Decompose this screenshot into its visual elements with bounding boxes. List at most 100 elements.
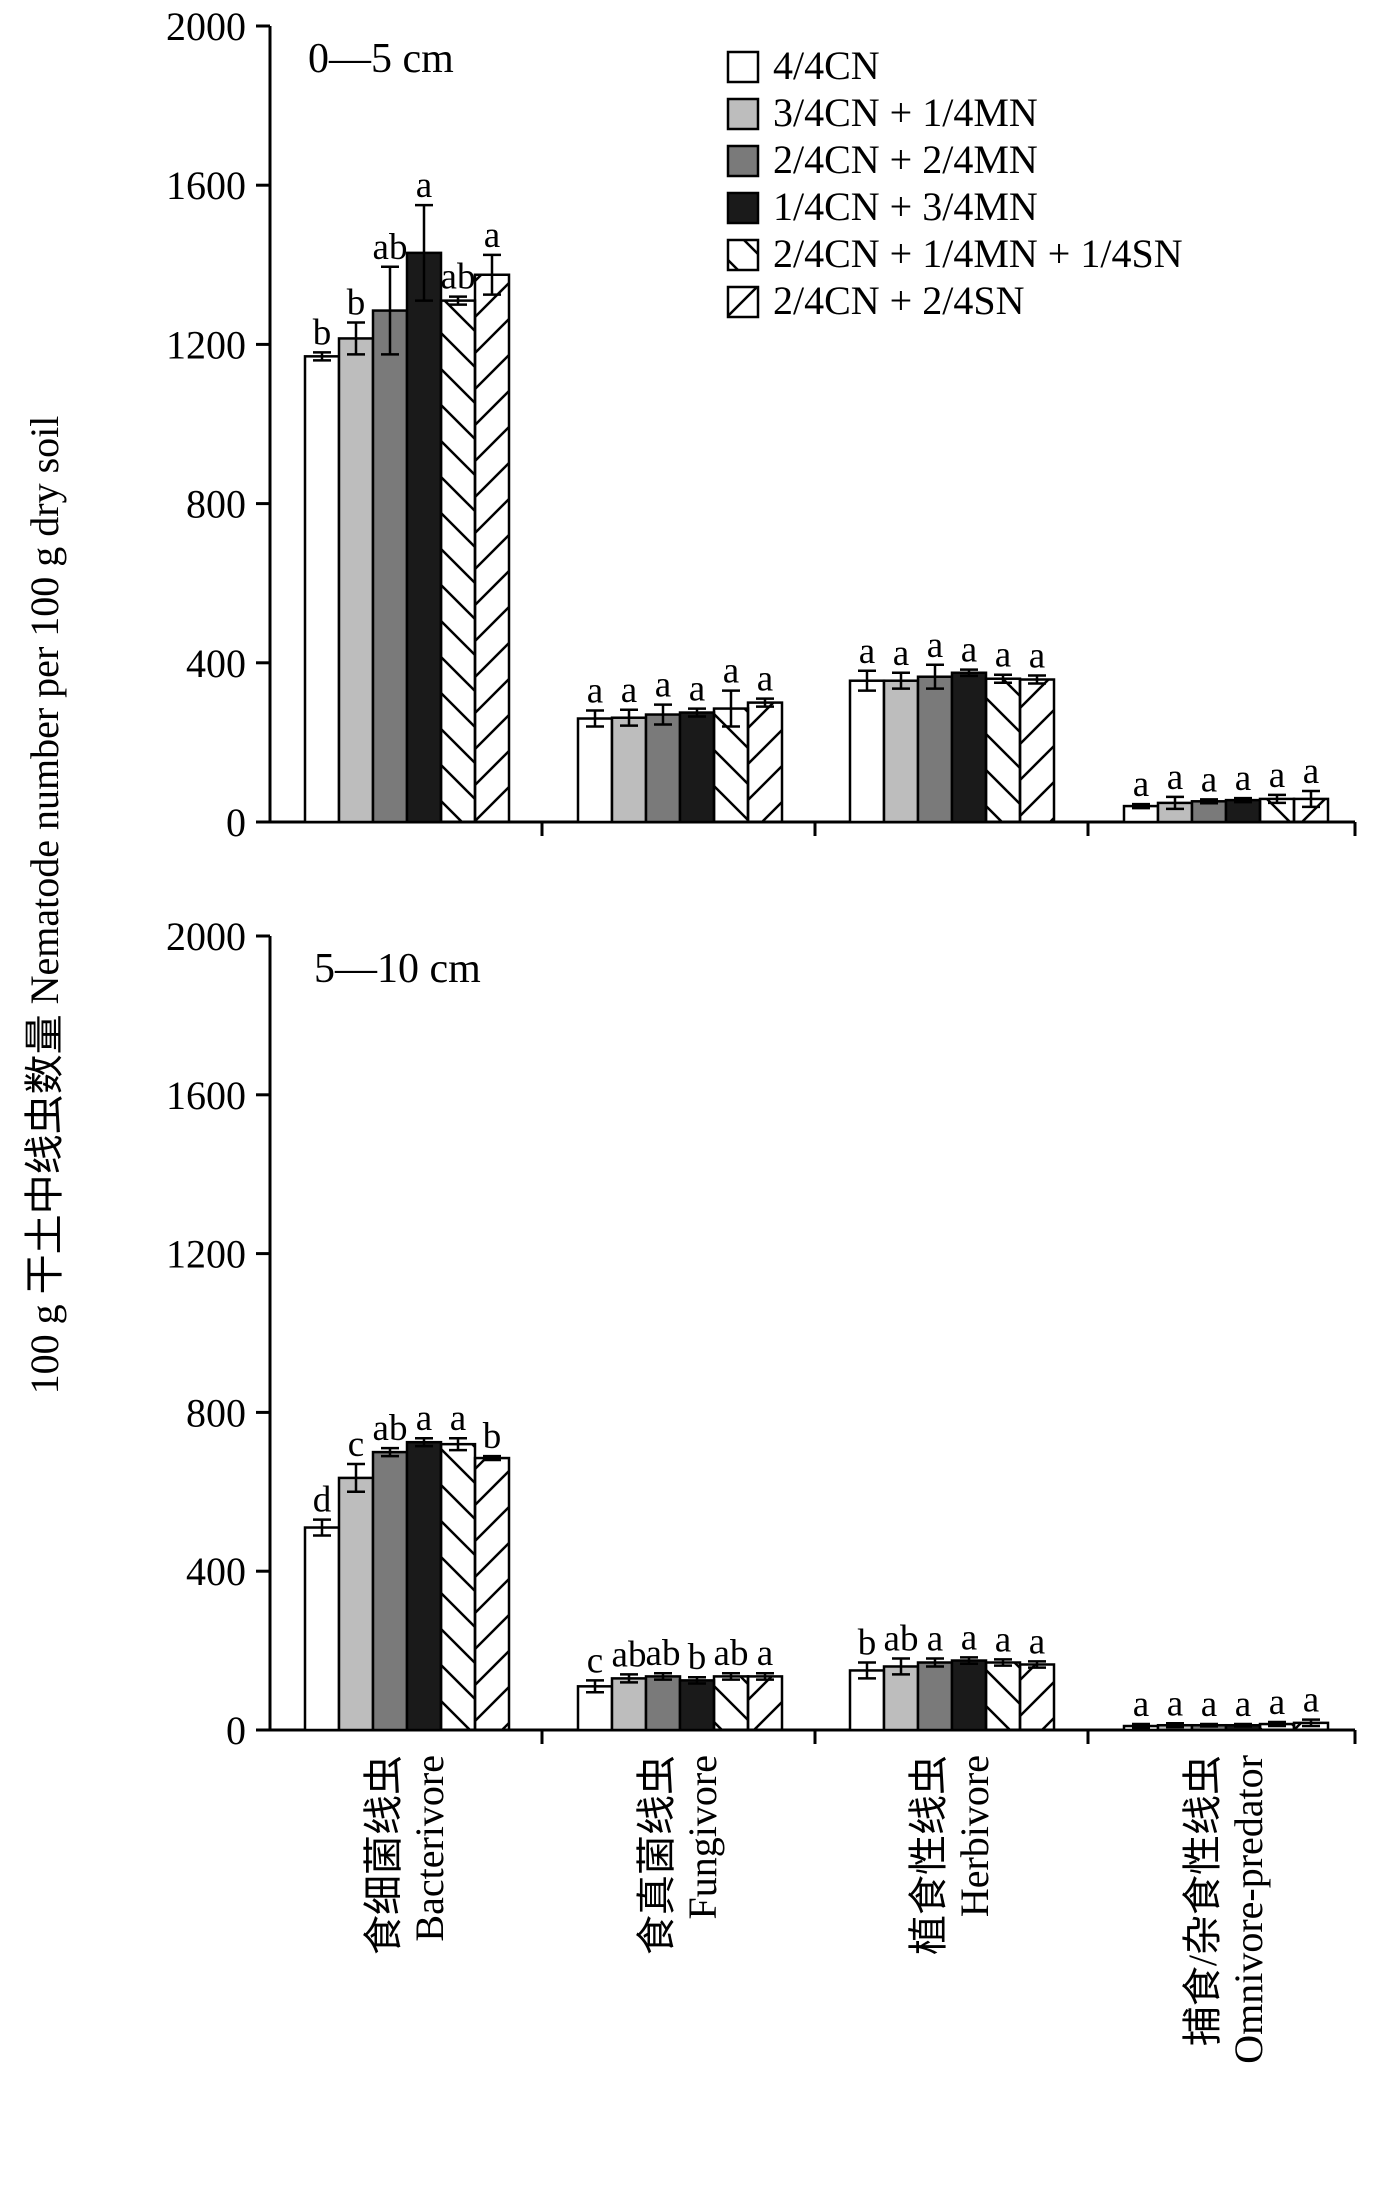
significance-letter: a <box>757 659 773 700</box>
bar <box>439 299 477 824</box>
bar <box>1018 678 1056 824</box>
y-tick-label: 800 <box>186 1390 246 1435</box>
bar <box>712 1675 750 1732</box>
significance-letter: a <box>1029 1621 1045 1662</box>
bar <box>984 677 1022 824</box>
significance-letter: a <box>859 631 875 672</box>
bar <box>337 337 375 824</box>
significance-letter: a <box>450 1398 466 1439</box>
significance-letter: b <box>347 283 366 324</box>
y-tick-label: 800 <box>186 482 246 527</box>
bar <box>303 355 341 824</box>
y-axis-label: 100 g 干土中线虫数量 Nematode number per 100 g … <box>22 416 67 1395</box>
y-tick-label: 1200 <box>166 1232 246 1277</box>
bar <box>950 671 988 824</box>
panel-label: 0—5 cm <box>308 36 454 82</box>
significance-letter: a <box>689 669 705 710</box>
bar <box>678 711 716 824</box>
bar <box>984 1661 1022 1732</box>
y-tick-label: 1600 <box>166 163 246 208</box>
significance-letter: a <box>416 165 432 206</box>
y-tick-label: 2000 <box>166 4 246 49</box>
bar <box>576 717 614 824</box>
y-tick-label: 0 <box>226 800 246 845</box>
bar <box>473 273 511 824</box>
significance-letter: a <box>1201 759 1217 800</box>
significance-letter: ab <box>612 1634 647 1675</box>
bar <box>303 1526 341 1732</box>
bar <box>882 1665 920 1732</box>
bar <box>746 1675 784 1732</box>
significance-letter: a <box>1269 755 1285 796</box>
category-label-en: Fungivore <box>680 1755 725 1919</box>
y-tick-label: 2000 <box>166 914 246 959</box>
legend-swatch <box>726 238 760 272</box>
significance-letter: b <box>688 1637 707 1678</box>
significance-letter: a <box>1201 1684 1217 1725</box>
significance-letter: a <box>655 665 671 706</box>
y-tick-label: 400 <box>186 641 246 686</box>
significance-letter: a <box>723 651 739 692</box>
bar <box>644 1675 682 1732</box>
significance-letter: a <box>1303 1680 1319 1721</box>
significance-letter: a <box>757 1633 773 1674</box>
legend-label: 2/4CN + 1/4MN + 1/4SN <box>773 231 1183 276</box>
significance-letter: ab <box>373 227 408 268</box>
significance-letter: ab <box>714 1633 749 1674</box>
significance-letter: ab <box>441 257 476 298</box>
bar <box>678 1679 716 1732</box>
category-label-en: Bacterivore <box>407 1755 452 1942</box>
significance-letter: a <box>893 633 909 674</box>
significance-letter: c <box>348 1424 364 1465</box>
significance-letter: ab <box>884 1619 919 1660</box>
bar <box>610 716 648 824</box>
significance-letter: b <box>858 1623 877 1664</box>
bar <box>371 309 409 824</box>
significance-letter: b <box>483 1416 502 1457</box>
bar <box>1224 798 1262 824</box>
y-tick-label: 1200 <box>166 322 246 367</box>
significance-letter: a <box>1269 1682 1285 1723</box>
bar <box>610 1677 648 1732</box>
legend-label: 2/4CN + 2/4MN <box>773 137 1038 182</box>
bar <box>950 1659 988 1732</box>
significance-letter: a <box>1235 758 1251 799</box>
bar <box>1018 1663 1056 1732</box>
significance-letter: a <box>961 1617 977 1658</box>
bar <box>916 1661 954 1732</box>
legend-swatch <box>726 50 760 84</box>
significance-letter: ab <box>646 1633 681 1674</box>
significance-letter: b <box>313 312 332 353</box>
category-label-en: Omnivore-predator <box>1226 1755 1271 2064</box>
legend-label: 1/4CN + 3/4MN <box>773 184 1038 229</box>
significance-letter: ab <box>373 1408 408 1449</box>
y-tick-label: 0 <box>226 1708 246 1753</box>
category-label-en: Herbivore <box>952 1755 997 1917</box>
significance-letter: a <box>587 671 603 712</box>
bar <box>473 1456 511 1732</box>
bar <box>405 1440 443 1732</box>
category-labels: 食细菌线虫 Bacterivore 食真菌线虫 Fungivore 植食性线虫 Herbi… <box>361 1755 1271 2064</box>
significance-letter: a <box>1029 636 1045 677</box>
panel-label: 5—10 cm <box>314 946 481 992</box>
bar <box>371 1450 409 1732</box>
legend-swatch <box>726 97 760 131</box>
significance-letter: a <box>1133 764 1149 805</box>
legend-label: 3/4CN + 1/4MN <box>773 90 1038 135</box>
category-label-cn: 食真菌线虫 <box>634 1755 679 1955</box>
significance-letter: a <box>1133 1684 1149 1725</box>
significance-letter: a <box>1303 751 1319 792</box>
significance-letter: a <box>927 1619 943 1660</box>
bar <box>848 1669 886 1732</box>
category-label-cn: 食细菌线虫 <box>361 1755 406 1955</box>
significance-letter: a <box>995 1619 1011 1660</box>
legend-swatch <box>726 144 760 178</box>
significance-letter: a <box>961 630 977 671</box>
legend-label: 2/4CN + 2/4SN <box>773 278 1024 323</box>
y-tick-label: 400 <box>186 1549 246 1594</box>
significance-letter: a <box>1167 757 1183 798</box>
